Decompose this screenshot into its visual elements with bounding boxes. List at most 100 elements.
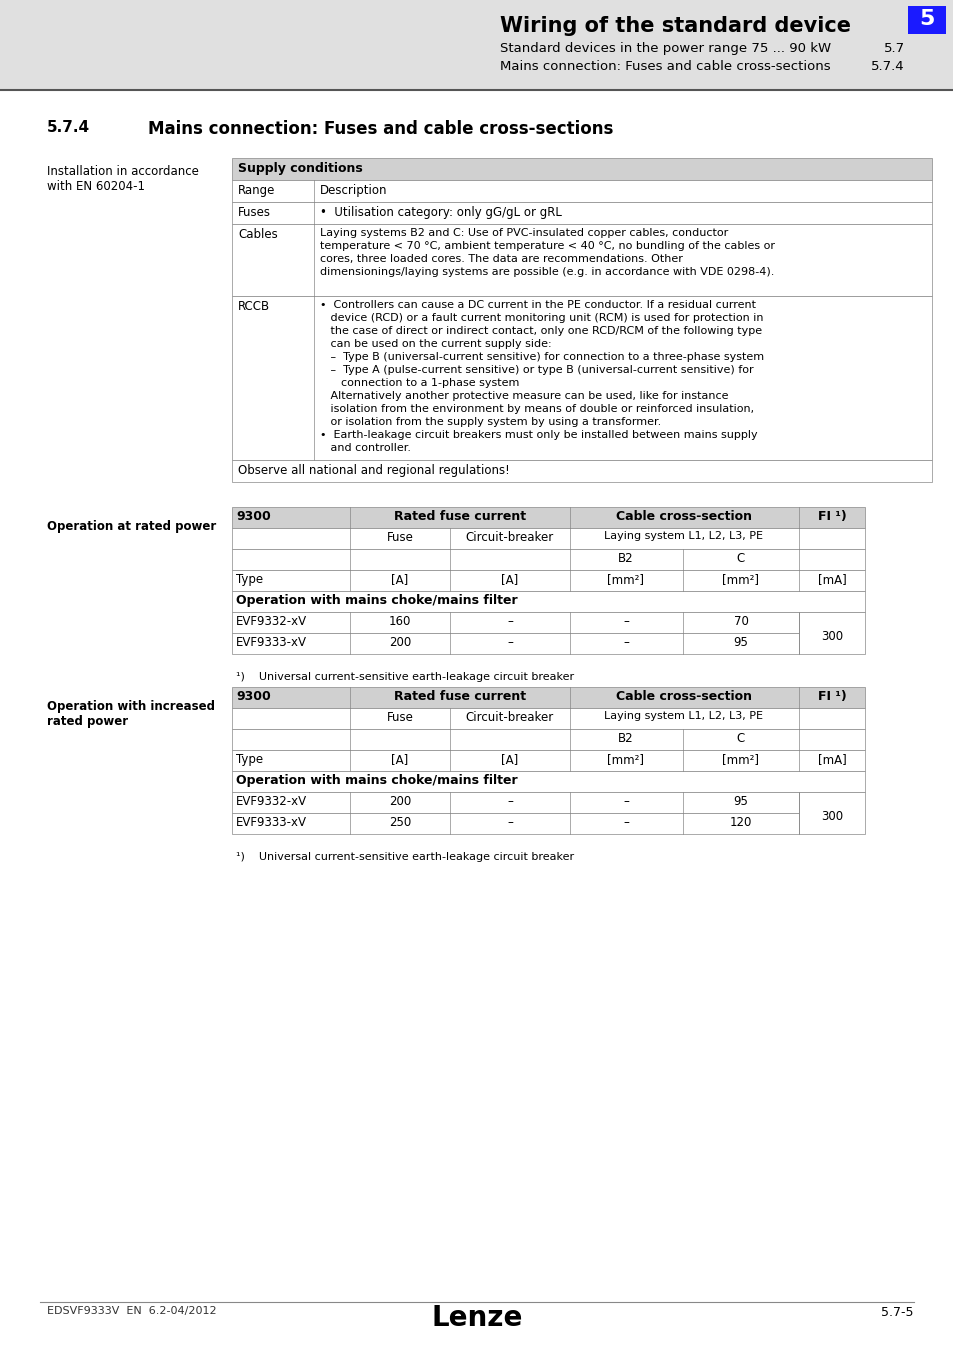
Text: or isolation from the supply system by using a transformer.: or isolation from the supply system by u…: [319, 417, 660, 427]
Text: –: –: [507, 795, 513, 809]
Bar: [232, 591, 864, 612]
Text: –: –: [507, 815, 513, 829]
Text: 9300: 9300: [235, 690, 271, 703]
Bar: [232, 508, 864, 528]
Text: 200: 200: [389, 795, 411, 809]
Text: [mm²]: [mm²]: [607, 572, 644, 586]
Text: Mains connection: Fuses and cable cross-sections: Mains connection: Fuses and cable cross-…: [499, 59, 830, 73]
Text: Wiring of the standard device: Wiring of the standard device: [499, 16, 850, 36]
Text: Laying system L1, L2, L3, PE: Laying system L1, L2, L3, PE: [604, 711, 762, 721]
Text: can be used on the current supply side:: can be used on the current supply side:: [319, 339, 551, 350]
Bar: [232, 202, 931, 224]
Text: dimensionings/laying systems are possible (e.g. in accordance with VDE 0298-4).: dimensionings/laying systems are possibl…: [319, 267, 774, 277]
Text: 95: 95: [733, 795, 748, 809]
Text: 5.7.4: 5.7.4: [47, 120, 90, 135]
Bar: [232, 224, 931, 296]
Text: [A]: [A]: [501, 572, 518, 586]
Text: Laying system L1, L2, L3, PE: Laying system L1, L2, L3, PE: [604, 531, 762, 541]
Text: EVF9333-xV: EVF9333-xV: [235, 636, 307, 649]
Bar: [232, 528, 864, 549]
Text: Operation with mains choke/mains filter: Operation with mains choke/mains filter: [235, 774, 517, 787]
Bar: [232, 570, 864, 591]
Text: –: –: [622, 815, 628, 829]
Text: the case of direct or indirect contact, only one RCD/RCM of the following type: the case of direct or indirect contact, …: [319, 325, 761, 336]
Text: •  Controllers can cause a DC current in the PE conductor. If a residual current: • Controllers can cause a DC current in …: [319, 300, 755, 310]
Text: Operation at rated power: Operation at rated power: [47, 520, 216, 533]
Text: Circuit-breaker: Circuit-breaker: [465, 531, 554, 544]
Bar: [232, 180, 931, 202]
Text: [A]: [A]: [391, 572, 408, 586]
Text: Mains connection: Fuses and cable cross-sections: Mains connection: Fuses and cable cross-…: [148, 120, 613, 138]
Text: device (RCD) or a fault current monitoring unit (RCM) is used for protection in: device (RCD) or a fault current monitori…: [319, 313, 762, 323]
Text: Installation in accordance
with EN 60204-1: Installation in accordance with EN 60204…: [47, 165, 198, 193]
Text: Description: Description: [319, 184, 387, 197]
Text: FI ¹): FI ¹): [817, 510, 845, 522]
Bar: [232, 729, 864, 751]
Text: 9300: 9300: [235, 510, 271, 522]
Text: Cable cross-section: Cable cross-section: [616, 510, 751, 522]
Text: Fuse: Fuse: [386, 531, 413, 544]
Text: 300: 300: [821, 630, 842, 643]
Bar: [232, 813, 799, 834]
Text: Laying systems B2 and C: Use of PVC-insulated copper cables, conductor: Laying systems B2 and C: Use of PVC-insu…: [319, 228, 727, 238]
Bar: [232, 687, 864, 707]
Text: and controller.: and controller.: [319, 443, 411, 454]
Text: EVF9332-xV: EVF9332-xV: [235, 795, 307, 809]
Bar: [232, 612, 799, 633]
Text: Standard devices in the power range 75 ... 90 kW: Standard devices in the power range 75 .…: [499, 42, 830, 55]
Bar: [0, 0, 953, 90]
Text: Operation with increased
rated power: Operation with increased rated power: [47, 701, 214, 728]
Text: Fuse: Fuse: [386, 711, 413, 724]
Text: Lenze: Lenze: [431, 1304, 522, 1332]
Text: –: –: [507, 636, 513, 649]
Text: Type: Type: [235, 753, 263, 765]
Text: Rated fuse current: Rated fuse current: [394, 690, 525, 703]
Text: 250: 250: [389, 815, 411, 829]
Text: 70: 70: [733, 616, 748, 628]
Bar: [799, 612, 864, 653]
Text: •  Utilisation category: only gG/gL or gRL: • Utilisation category: only gG/gL or gR…: [319, 207, 561, 219]
Text: B2: B2: [618, 732, 633, 745]
Text: [mA]: [mA]: [817, 572, 845, 586]
Text: connection to a 1-phase system: connection to a 1-phase system: [319, 378, 518, 387]
Bar: [232, 707, 864, 729]
Bar: [232, 792, 799, 813]
Text: 5.7.4: 5.7.4: [870, 59, 904, 73]
Text: Circuit-breaker: Circuit-breaker: [465, 711, 554, 724]
Text: [A]: [A]: [391, 753, 408, 765]
Text: [mm²]: [mm²]: [721, 572, 759, 586]
Text: •  Earth-leakage circuit breakers must only be installed between mains supply: • Earth-leakage circuit breakers must on…: [319, 431, 757, 440]
Text: Rated fuse current: Rated fuse current: [394, 510, 525, 522]
Text: Fuses: Fuses: [237, 207, 271, 219]
Text: –: –: [622, 616, 628, 628]
Text: –: –: [622, 795, 628, 809]
Text: 5.7: 5.7: [882, 42, 904, 55]
Text: [mA]: [mA]: [817, 753, 845, 765]
Text: ¹)    Universal current-sensitive earth-leakage circuit breaker: ¹) Universal current-sensitive earth-lea…: [235, 672, 574, 682]
Text: Range: Range: [237, 184, 275, 197]
Bar: [232, 633, 799, 653]
Text: EVF9333-xV: EVF9333-xV: [235, 815, 307, 829]
Text: ¹)    Universal current-sensitive earth-leakage circuit breaker: ¹) Universal current-sensitive earth-lea…: [235, 852, 574, 863]
Text: [mm²]: [mm²]: [721, 753, 759, 765]
Bar: [232, 771, 864, 792]
Text: –  Type A (pulse-current sensitive) or type B (universal-current sensitive) for: – Type A (pulse-current sensitive) or ty…: [319, 364, 753, 375]
Text: –: –: [622, 636, 628, 649]
Bar: [907, 5, 945, 34]
Text: 160: 160: [389, 616, 411, 628]
Text: Cable cross-section: Cable cross-section: [616, 690, 751, 703]
Text: isolation from the environment by means of double or reinforced insulation,: isolation from the environment by means …: [319, 404, 753, 414]
Text: 120: 120: [729, 815, 751, 829]
Text: 5: 5: [919, 9, 934, 28]
Text: 95: 95: [733, 636, 748, 649]
Text: Alternatively another protective measure can be used, like for instance: Alternatively another protective measure…: [319, 392, 728, 401]
Bar: [232, 158, 931, 180]
Text: Type: Type: [235, 572, 263, 586]
Bar: [232, 296, 931, 460]
Text: 300: 300: [821, 810, 842, 824]
Text: B2: B2: [618, 552, 633, 566]
Text: [mm²]: [mm²]: [607, 753, 644, 765]
Text: Supply conditions: Supply conditions: [237, 162, 362, 176]
Text: 200: 200: [389, 636, 411, 649]
Text: RCCB: RCCB: [237, 300, 270, 313]
